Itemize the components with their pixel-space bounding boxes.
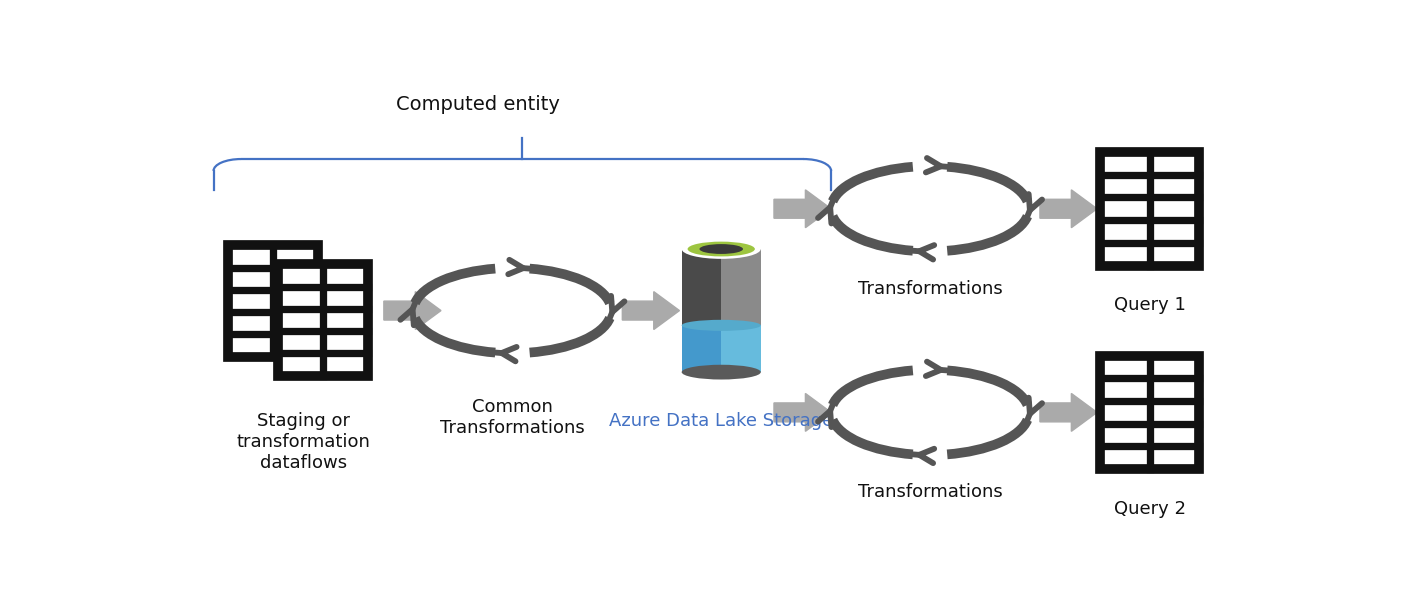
FancyArrow shape bbox=[623, 292, 679, 330]
Bar bbox=[682, 249, 722, 372]
Ellipse shape bbox=[682, 365, 761, 379]
Ellipse shape bbox=[699, 244, 743, 254]
Bar bbox=[682, 325, 722, 372]
FancyArrow shape bbox=[774, 394, 831, 431]
Text: Transformations: Transformations bbox=[858, 483, 1003, 501]
Bar bbox=[722, 325, 761, 372]
Text: Staging or
transformation
dataflows: Staging or transformation dataflows bbox=[237, 413, 370, 472]
Text: Computed entity: Computed entity bbox=[397, 95, 560, 114]
Text: Query 1: Query 1 bbox=[1115, 296, 1185, 314]
FancyArrow shape bbox=[1039, 190, 1098, 228]
Ellipse shape bbox=[688, 242, 754, 256]
Bar bbox=[278, 264, 369, 376]
Bar bbox=[1100, 152, 1200, 266]
FancyArrow shape bbox=[774, 190, 831, 228]
Bar bbox=[1100, 355, 1200, 469]
Ellipse shape bbox=[682, 239, 761, 259]
FancyArrow shape bbox=[1039, 394, 1098, 431]
Text: Azure Data Lake Storage: Azure Data Lake Storage bbox=[610, 413, 834, 430]
Ellipse shape bbox=[682, 320, 761, 331]
Bar bbox=[228, 245, 318, 357]
FancyArrow shape bbox=[384, 292, 441, 330]
Text: Query 2: Query 2 bbox=[1113, 500, 1185, 518]
Text: Common
Transformations: Common Transformations bbox=[440, 398, 584, 437]
Text: Transformations: Transformations bbox=[858, 280, 1003, 298]
Bar bbox=[722, 249, 761, 372]
